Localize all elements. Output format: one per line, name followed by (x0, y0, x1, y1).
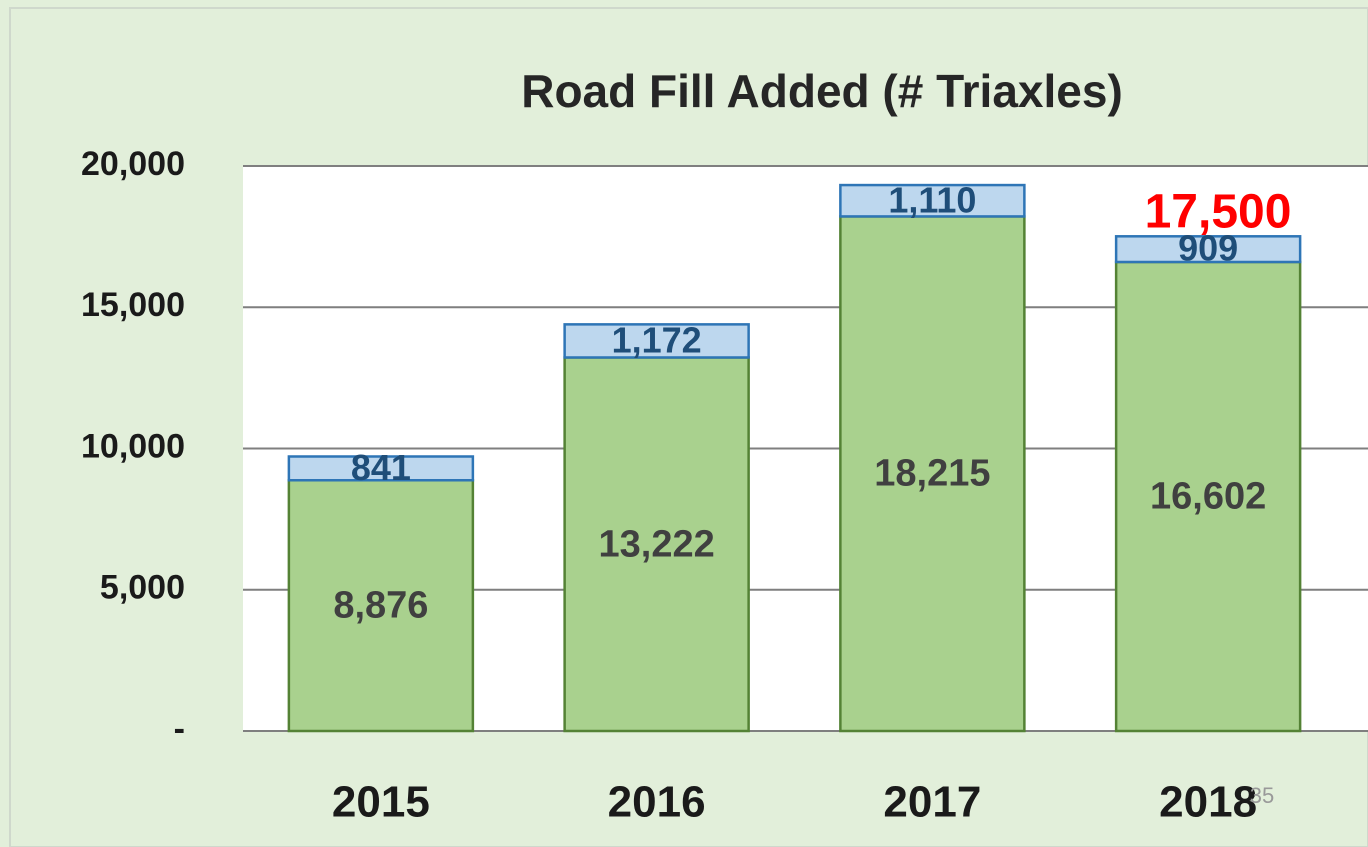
chart-title: Road Fill Added (# Triaxles) (521, 65, 1123, 117)
y-tick-label: 10,000 (81, 427, 185, 465)
annotation: 17,500 (1145, 186, 1292, 239)
bar-segment (287, 479, 475, 733)
bar-segment (839, 215, 1026, 733)
y-tick-label: 5,000 (100, 569, 185, 607)
y-tick-label: 15,000 (81, 286, 185, 324)
data-label: 13,222 (599, 523, 715, 565)
bar-segment (563, 356, 750, 733)
bar-segment (287, 455, 475, 482)
bar-segment (1114, 235, 1302, 264)
bar-segment (563, 323, 750, 359)
x-tick-label: 2015 (332, 778, 430, 827)
data-label: 1,110 (888, 179, 976, 220)
bar-segment (1114, 260, 1302, 733)
y-tick-label: - (174, 710, 185, 748)
data-label: 18,215 (874, 453, 990, 495)
x-tick-label: 2017 (883, 778, 981, 827)
data-label: 1,172 (612, 319, 702, 360)
x-tick-label: 2018 (1159, 778, 1257, 827)
slide-number: 35 (1250, 783, 1274, 808)
data-label: 841 (351, 447, 411, 488)
y-tick-label: 20,000 (81, 145, 185, 183)
bar-segment (839, 183, 1026, 218)
x-tick-label: 2016 (608, 778, 706, 827)
data-label: 16,602 (1150, 476, 1266, 518)
data-label: 8,876 (333, 585, 428, 627)
data-label: 909 (1178, 228, 1238, 269)
